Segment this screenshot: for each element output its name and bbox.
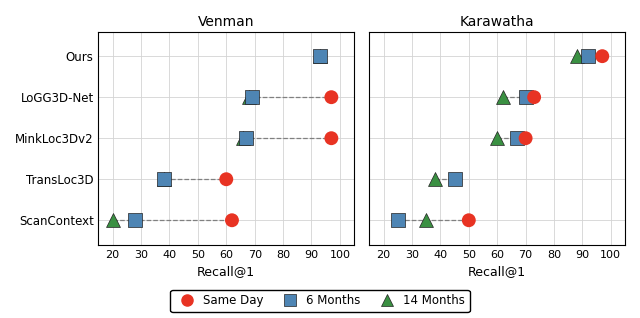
Point <box>244 95 254 100</box>
Point <box>326 136 337 141</box>
Point <box>159 177 169 182</box>
Point <box>492 136 502 141</box>
X-axis label: Recall@1: Recall@1 <box>197 265 255 278</box>
Point <box>520 95 531 100</box>
Point <box>597 54 607 59</box>
Point <box>221 177 232 182</box>
Point <box>512 136 522 141</box>
Point <box>159 177 169 182</box>
Point <box>583 54 593 59</box>
Point <box>241 136 252 141</box>
Point <box>429 177 440 182</box>
X-axis label: Recall@1: Recall@1 <box>468 265 526 278</box>
Point <box>421 218 431 223</box>
Point <box>238 136 248 141</box>
Point <box>326 95 337 100</box>
Point <box>464 218 474 223</box>
Point <box>246 95 257 100</box>
Point <box>315 54 325 59</box>
Title: Karawatha: Karawatha <box>460 15 534 29</box>
Point <box>498 95 508 100</box>
Point <box>131 218 141 223</box>
Point <box>393 218 403 223</box>
Point <box>529 95 540 100</box>
Title: Venman: Venman <box>198 15 255 29</box>
Point <box>227 218 237 223</box>
Point <box>520 136 531 141</box>
Point <box>315 54 325 59</box>
Point <box>108 218 118 223</box>
Legend: Same Day, 6 Months, 14 Months: Same Day, 6 Months, 14 Months <box>170 290 470 312</box>
Point <box>572 54 582 59</box>
Point <box>449 177 460 182</box>
